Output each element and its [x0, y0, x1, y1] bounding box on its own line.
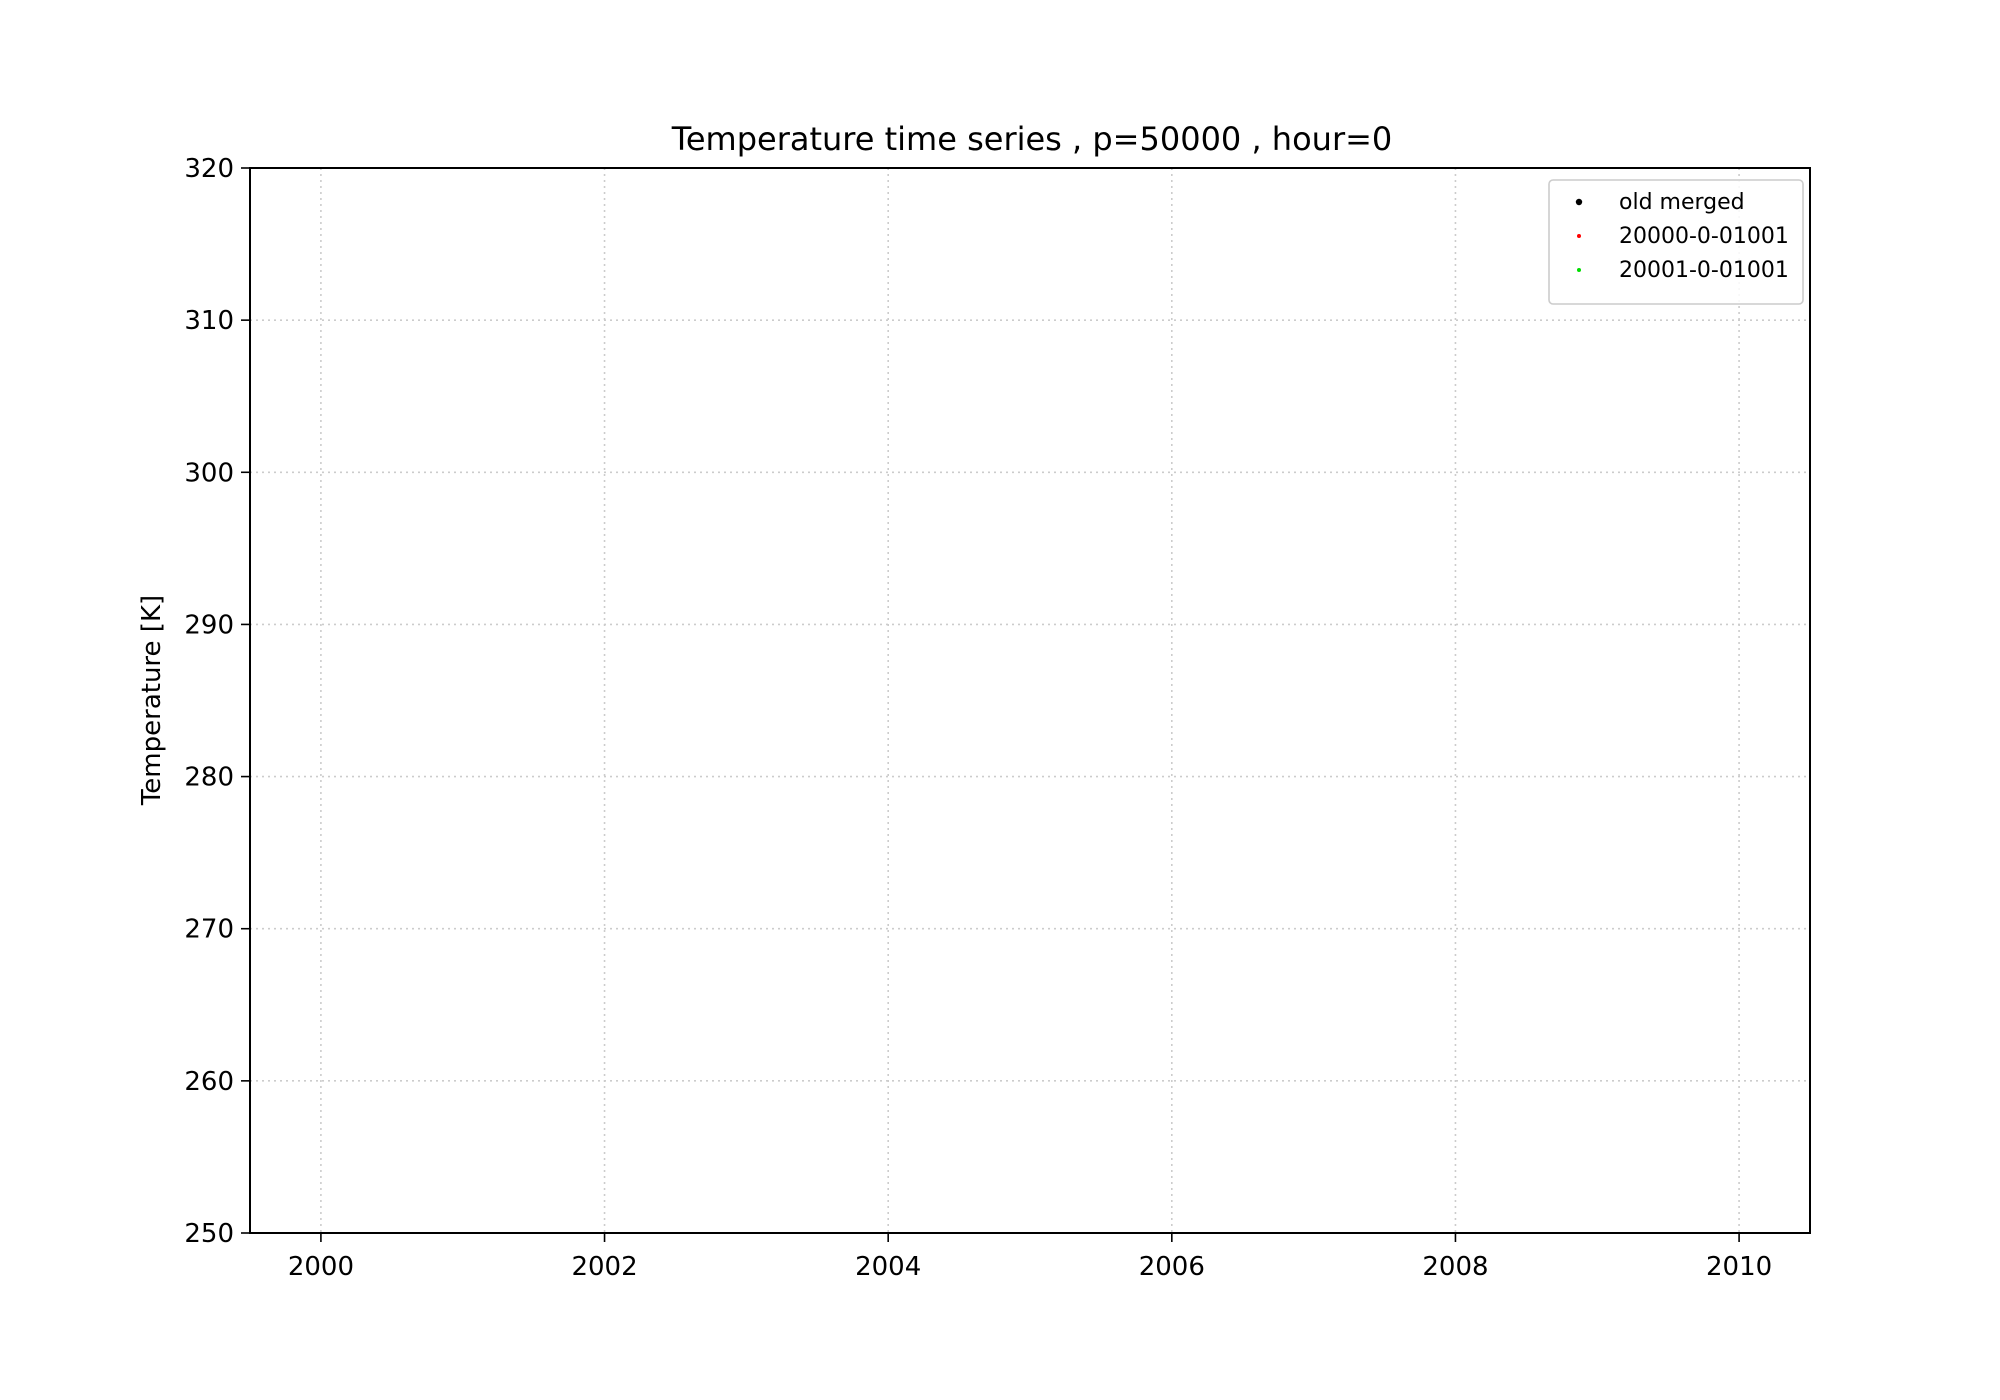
- legend-marker: [1577, 268, 1581, 272]
- y-tick-label: 260: [184, 1067, 234, 1097]
- y-tick-label: 270: [184, 915, 234, 945]
- legend-entry: old merged: [1619, 190, 1745, 215]
- y-axis-label: Temperature [K]: [137, 595, 167, 806]
- legend-entry: 20001-0-01001: [1619, 258, 1789, 283]
- y-tick-label: 280: [184, 763, 234, 793]
- y-tick-label: 290: [184, 610, 234, 640]
- x-tick-label: 2008: [1422, 1252, 1488, 1282]
- legend-marker: [1577, 234, 1581, 238]
- x-tick-label: 2000: [288, 1252, 354, 1282]
- y-tick-label: 300: [184, 458, 234, 488]
- y-tick-label: 310: [184, 306, 234, 336]
- legend-box: [1548, 179, 1804, 305]
- y-tick-label: 250: [184, 1219, 234, 1249]
- x-tick-label: 2002: [571, 1252, 637, 1282]
- y-axis: 250 260 270 280 290 300 310 320: [184, 154, 250, 1249]
- legend: old merged 20000-0-01001 20001-0-01001: [1548, 179, 1804, 305]
- x-tick-label: 2010: [1706, 1252, 1772, 1282]
- plot-frame: [249, 167, 1811, 1234]
- x-axis: 2000 2002 2004 2006 2008 2010: [288, 1233, 1772, 1282]
- x-tick-label: 2006: [1139, 1252, 1205, 1282]
- legend-marker: [1575, 198, 1583, 206]
- x-tick-label: 2004: [855, 1252, 921, 1282]
- legend-entry: 20000-0-01001: [1619, 224, 1789, 249]
- chart-title: Temperature time series , p=50000 , hour…: [671, 120, 1393, 158]
- y-tick-label: 320: [184, 154, 234, 184]
